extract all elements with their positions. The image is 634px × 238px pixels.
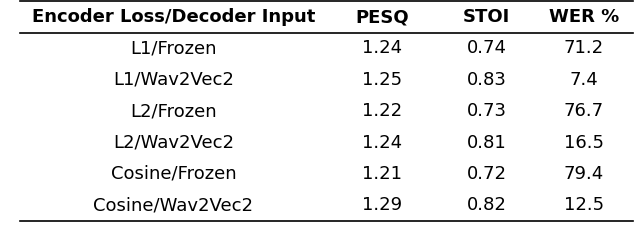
Text: Cosine/Wav2Vec2: Cosine/Wav2Vec2 <box>93 196 254 214</box>
Text: 12.5: 12.5 <box>564 196 604 214</box>
Text: 1.29: 1.29 <box>362 196 402 214</box>
Text: 0.74: 0.74 <box>467 40 507 57</box>
Text: 1.24: 1.24 <box>362 134 402 152</box>
Text: Encoder Loss/Decoder Input: Encoder Loss/Decoder Input <box>32 8 315 26</box>
Text: 7.4: 7.4 <box>569 71 598 89</box>
Text: L1/Wav2Vec2: L1/Wav2Vec2 <box>113 71 234 89</box>
Text: 79.4: 79.4 <box>564 165 604 183</box>
Text: 71.2: 71.2 <box>564 40 604 57</box>
Text: 1.24: 1.24 <box>362 40 402 57</box>
Text: L2/Wav2Vec2: L2/Wav2Vec2 <box>113 134 234 152</box>
Text: STOI: STOI <box>463 8 510 26</box>
Text: 0.83: 0.83 <box>467 71 507 89</box>
Text: Cosine/Frozen: Cosine/Frozen <box>110 165 236 183</box>
Text: 76.7: 76.7 <box>564 102 604 120</box>
Text: PESQ: PESQ <box>355 8 409 26</box>
Text: L2/Frozen: L2/Frozen <box>130 102 217 120</box>
Text: 0.73: 0.73 <box>467 102 507 120</box>
Text: WER %: WER % <box>549 8 619 26</box>
Text: 1.21: 1.21 <box>362 165 402 183</box>
Text: 1.25: 1.25 <box>362 71 402 89</box>
Text: 0.72: 0.72 <box>467 165 507 183</box>
Text: 1.22: 1.22 <box>362 102 402 120</box>
Text: L1/Frozen: L1/Frozen <box>130 40 217 57</box>
Text: 16.5: 16.5 <box>564 134 604 152</box>
Text: 0.82: 0.82 <box>467 196 507 214</box>
Text: 0.81: 0.81 <box>467 134 507 152</box>
